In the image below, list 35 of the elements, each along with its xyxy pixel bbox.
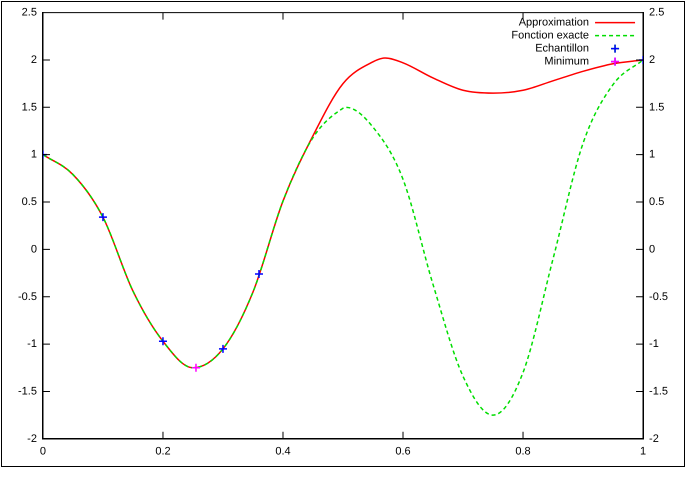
y2-tick-label: 2 (649, 54, 656, 66)
y2-tick-label: 1 (649, 148, 656, 161)
x-tick-label: 0.8 (515, 445, 531, 458)
y-tick-label: -2 (27, 432, 37, 445)
point (191, 363, 201, 373)
y-tick-label: -1 (27, 338, 37, 350)
y2-tick-label: 0 (649, 243, 656, 256)
x-tick-label: 0.6 (395, 445, 411, 458)
point (98, 212, 108, 222)
legend-label: Echantillon (535, 42, 590, 55)
point (254, 269, 264, 279)
y-tick-label: 0 (30, 243, 37, 256)
x-tick-label: 0.2 (155, 445, 171, 458)
legend-label: Approximation (518, 16, 590, 29)
legend-label: Minimum (544, 56, 590, 68)
y2-tick-label: -2 (649, 432, 659, 445)
y-tick-label: 1 (30, 148, 37, 161)
y2-tick-label: -1 (649, 338, 659, 350)
point (158, 336, 168, 346)
y-tick-label: 2 (30, 54, 37, 66)
y-tick-label: -1.5 (18, 385, 37, 398)
y-tick-label: 0.5 (22, 196, 37, 208)
y-tick-label: 2.5 (22, 6, 37, 19)
x-tick-label: 0.4 (275, 445, 291, 458)
y-tick-label: 1.5 (22, 101, 37, 114)
legend-label: Fonction exacte (511, 30, 590, 42)
x-tick-label: 0 (40, 445, 46, 458)
point (218, 344, 228, 354)
y-tick-label: -0.5 (18, 290, 37, 303)
x-tick-label: 1 (640, 445, 646, 458)
y2-tick-label: -1.5 (649, 385, 668, 398)
y2-tick-label: -0.5 (649, 290, 668, 303)
y2-tick-label: 1.5 (649, 101, 664, 114)
y2-tick-label: 2.5 (649, 6, 664, 19)
y2-tick-label: 0.5 (649, 196, 664, 208)
